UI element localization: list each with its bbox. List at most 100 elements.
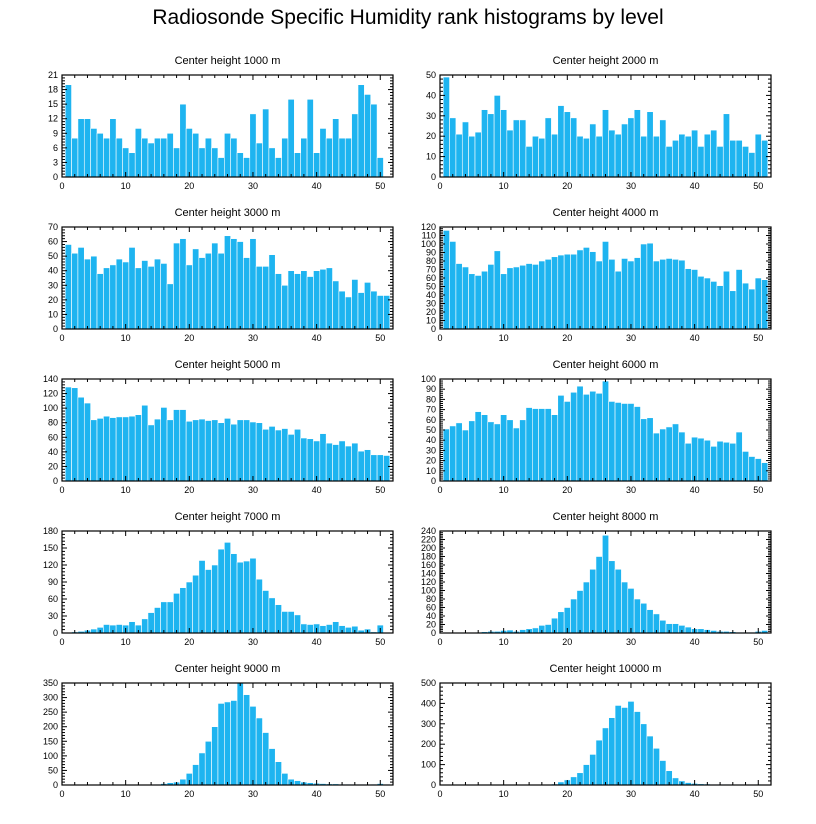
x-tick-label: 20	[184, 181, 194, 191]
histogram-bar	[344, 296, 352, 330]
histogram-bar	[230, 700, 238, 786]
x-tick-label: 40	[690, 637, 700, 647]
histogram-bar	[287, 98, 295, 178]
histogram-bar	[338, 290, 346, 330]
histogram-bar	[589, 123, 597, 178]
histogram-bar	[570, 391, 578, 482]
histogram-bar	[474, 411, 482, 482]
histogram-bar	[357, 292, 365, 330]
histogram-bar	[262, 590, 270, 634]
histogram-bar	[134, 267, 142, 330]
histogram-bar	[274, 273, 282, 330]
histogram-bar	[557, 254, 565, 330]
histogram-bar	[589, 568, 597, 634]
histogram-bar	[204, 569, 212, 634]
y-tick-label: 0	[53, 476, 58, 486]
histogram-bar	[519, 419, 527, 482]
y-tick-label: 20	[426, 307, 436, 317]
y-tick-label: 10	[48, 309, 58, 319]
y-tick-label: 100	[43, 403, 58, 413]
histogram-bar	[659, 428, 667, 482]
histogram-bar	[640, 418, 648, 482]
y-tick-label: 20	[426, 131, 436, 141]
histogram-bar	[754, 133, 762, 178]
histogram-bar	[255, 266, 263, 330]
histogram-plot: 0 10 20 30 40 50 0 20 40 60 80 100 120 140	[43, 374, 394, 495]
x-tick-label: 10	[121, 333, 131, 343]
histogram-bar	[115, 258, 123, 330]
histogram-bar	[506, 419, 514, 482]
histogram-bar	[442, 428, 450, 482]
x-tick-label: 50	[375, 637, 385, 647]
y-tick-label: 30	[48, 611, 58, 621]
histogram-bar	[442, 76, 450, 178]
x-tick-label: 40	[312, 789, 322, 799]
y-tick-label: 40	[426, 611, 436, 621]
histogram-bar	[109, 118, 117, 178]
histogram-bar	[761, 279, 769, 330]
y-tick-label: 140	[43, 374, 58, 384]
histogram-bar	[255, 717, 263, 786]
y-tick-label: 40	[426, 290, 436, 300]
x-tick-label: 0	[59, 485, 64, 495]
x-tick-label: 40	[690, 789, 700, 799]
histogram-bar	[255, 422, 263, 482]
histogram-bar	[595, 739, 603, 786]
histogram-bar	[115, 416, 123, 482]
y-tick-label: 60	[48, 237, 58, 247]
histogram-bar	[652, 747, 660, 786]
histogram-bar	[506, 129, 514, 178]
histogram-bar	[659, 619, 667, 634]
histogram-bar	[455, 263, 463, 330]
x-tick-label: 0	[59, 181, 64, 191]
histogram-bar	[154, 607, 161, 634]
panel-title: Center height 8000 m	[552, 511, 659, 523]
y-tick-label: 0	[53, 780, 58, 790]
y-tick-label: 50	[48, 765, 58, 775]
y-tick-label: 120	[421, 222, 436, 232]
histogram-bar	[224, 132, 231, 178]
x-tick-label: 30	[248, 181, 258, 191]
y-tick-label: 200	[43, 722, 58, 732]
histogram-bar	[595, 392, 603, 482]
histogram-bar	[461, 429, 469, 482]
histogram-bar	[147, 266, 155, 330]
histogram-bar	[487, 264, 495, 330]
y-tick-label: 120	[421, 577, 436, 587]
x-tick-label: 30	[248, 333, 258, 343]
histogram-bar	[697, 275, 705, 330]
histogram-bar	[716, 146, 724, 178]
histogram-bar	[614, 402, 622, 482]
y-tick-label: 10	[426, 316, 436, 326]
histogram-bar	[468, 420, 476, 482]
histogram-bar	[595, 260, 603, 330]
y-tick-label: 100	[421, 586, 436, 596]
histogram-bar	[646, 111, 654, 178]
histogram-bar	[268, 147, 276, 178]
histogram-bar	[281, 611, 289, 634]
histogram-bar	[192, 764, 200, 786]
histogram-bar	[64, 244, 72, 330]
x-tick-label: 40	[312, 485, 322, 495]
x-tick-label: 0	[59, 333, 64, 343]
histogram-bar	[224, 418, 231, 482]
histogram-bar	[544, 624, 552, 634]
histogram-bar	[633, 711, 641, 786]
histogram-bar	[519, 264, 527, 330]
histogram-bar	[449, 425, 457, 482]
histogram-bar	[294, 273, 302, 330]
histogram-bar	[608, 129, 616, 178]
histogram-bar	[287, 270, 295, 330]
histogram-bar	[249, 238, 257, 330]
histogram-bar	[703, 439, 711, 482]
histogram-bar	[319, 433, 327, 482]
histogram-bar	[474, 131, 482, 178]
x-tick-label: 20	[562, 181, 572, 191]
histogram-bar	[262, 428, 270, 482]
x-tick-label: 30	[626, 637, 636, 647]
histogram-bar	[128, 152, 136, 178]
histogram-bar	[576, 135, 584, 178]
x-tick-label: 10	[121, 485, 131, 495]
y-tick-label: 3	[53, 157, 58, 167]
histogram-bar	[608, 258, 616, 330]
